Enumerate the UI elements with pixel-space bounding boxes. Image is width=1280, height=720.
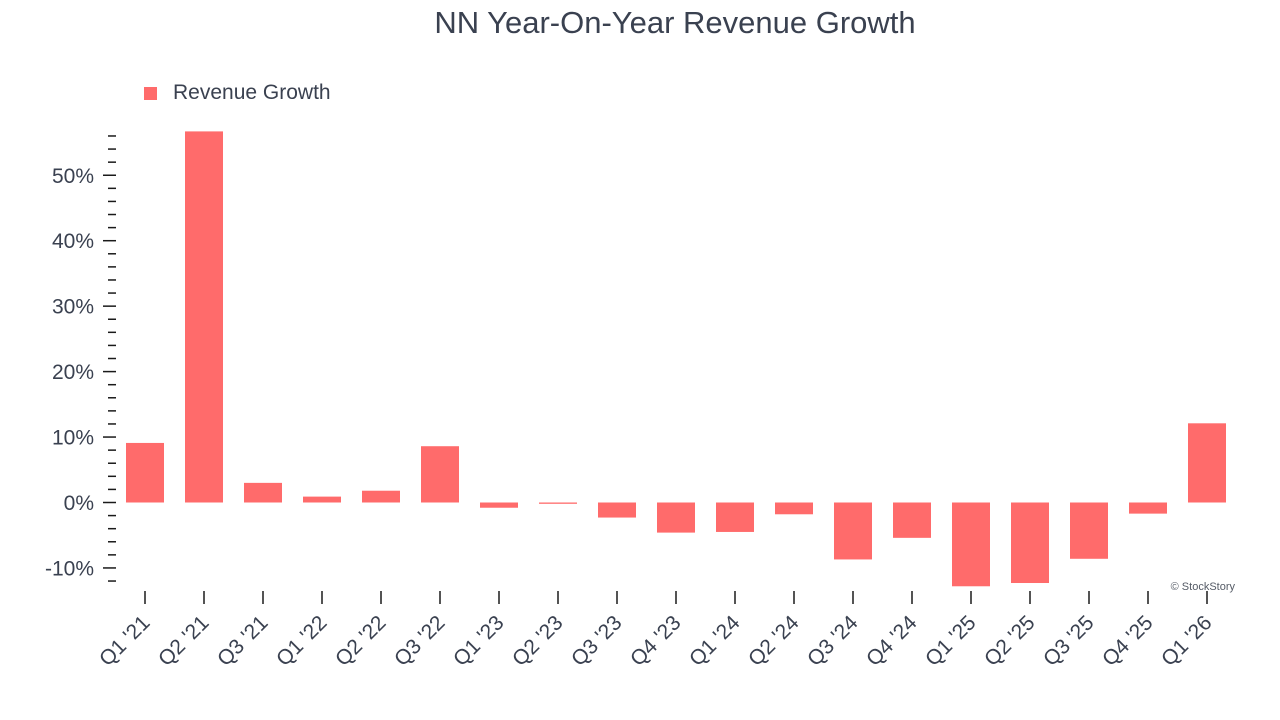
y-tick-label: 50% — [52, 165, 94, 188]
x-tick-label: Q3 '21 — [213, 611, 273, 671]
y-tick-label: -10% — [45, 557, 94, 580]
x-tick-label: Q4 '24 — [862, 611, 922, 671]
bar — [1011, 502, 1049, 584]
bar — [126, 442, 164, 503]
x-tick-label: Q4 '25 — [1098, 611, 1158, 671]
x-tick-label: Q4 '23 — [626, 611, 686, 671]
bar — [1129, 502, 1167, 514]
credit-label: © StockStory — [1171, 581, 1236, 593]
bar — [1070, 502, 1108, 559]
bar — [480, 502, 518, 508]
y-tick-label: 30% — [52, 296, 94, 319]
x-tick-label: Q1 '26 — [1157, 611, 1217, 671]
y-tick-label: 40% — [52, 230, 94, 253]
bar — [1188, 423, 1226, 503]
bar — [421, 446, 459, 503]
x-tick-label: Q1 '23 — [449, 611, 509, 671]
x-tick-label: Q2 '21 — [154, 611, 214, 671]
y-tick-label: 20% — [52, 361, 94, 384]
x-axis: Q1 '21 Q2 '21 Q3 '21 Q1 '22 Q2 '22 Q3 '22 Q1 '… — [95, 591, 1217, 671]
y-tick-label: 0% — [64, 492, 94, 515]
x-tick-label: Q3 '22 — [390, 611, 450, 671]
x-tick-label: Q2 '24 — [744, 611, 804, 671]
x-tick-label: Q1 '22 — [272, 611, 332, 671]
bar — [539, 502, 577, 504]
legend-label: Revenue Growth — [173, 81, 331, 104]
bar — [775, 502, 813, 515]
x-tick-label: Q1 '21 — [95, 611, 155, 671]
x-tick-label: Q1 '25 — [921, 611, 981, 671]
y-axis: -10% 0% 10% 20% 30% 40% 50% — [45, 135, 116, 582]
x-tick-label: Q1 '24 — [685, 611, 745, 671]
bar — [834, 502, 872, 560]
bar — [362, 490, 400, 503]
bar — [244, 482, 282, 503]
x-tick-label: Q2 '25 — [980, 611, 1040, 671]
bar — [893, 502, 931, 538]
bar — [303, 496, 341, 503]
bar — [185, 131, 223, 503]
bar — [716, 502, 754, 532]
y-tick-label: 10% — [52, 427, 94, 450]
x-tick-label: Q3 '25 — [1039, 611, 1099, 671]
legend: Revenue Growth — [144, 81, 331, 104]
bar — [598, 502, 636, 518]
x-tick-label: Q3 '23 — [567, 611, 627, 671]
x-tick-label: Q3 '24 — [803, 611, 863, 671]
legend-swatch — [144, 87, 157, 100]
x-tick-label: Q2 '23 — [508, 611, 568, 671]
bar — [657, 502, 695, 533]
x-tick-label: Q2 '22 — [331, 611, 391, 671]
bars — [126, 131, 1226, 587]
bar — [952, 502, 990, 587]
chart-title: NN Year-On-Year Revenue Growth — [434, 5, 915, 40]
